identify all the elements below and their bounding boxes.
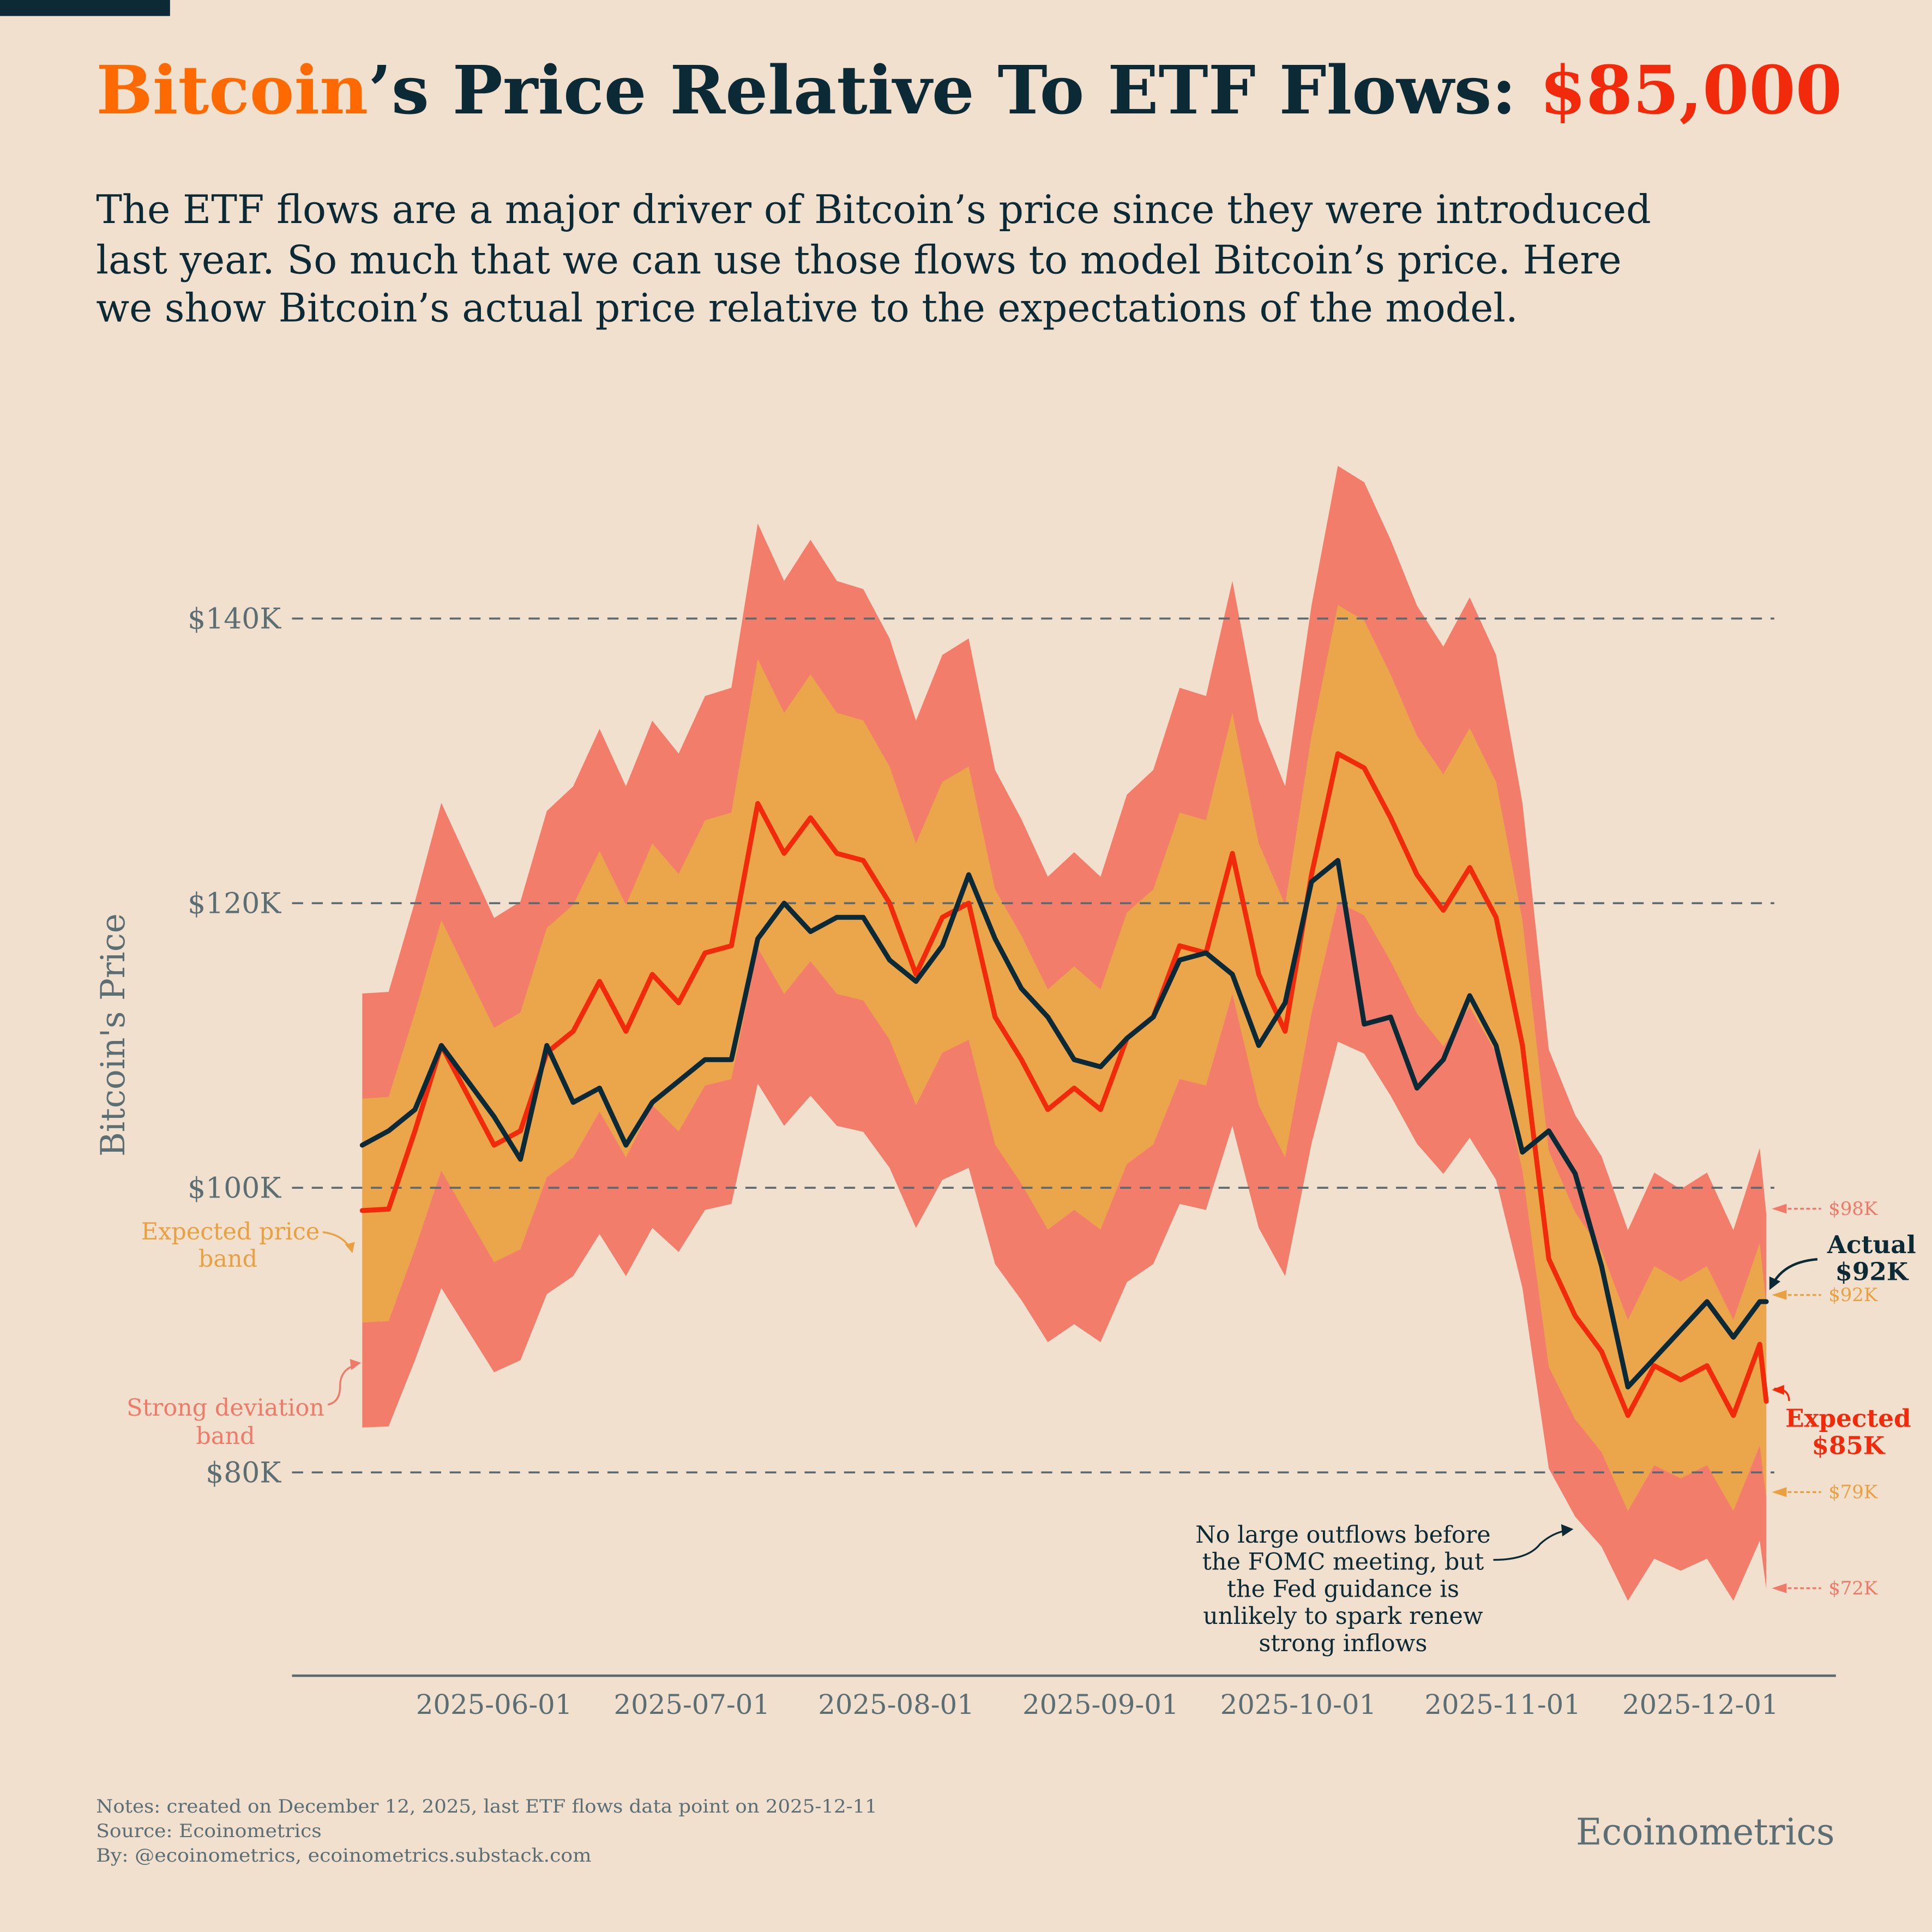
actual-label-line-2: $92K bbox=[1835, 1257, 1909, 1286]
actual-arrowhead-icon bbox=[1769, 1276, 1781, 1290]
strong-band-label-line-1: Strong deviation bbox=[127, 1394, 324, 1422]
y-tick-label: $120K bbox=[188, 887, 281, 920]
x-tick-label: 2025-12-01 bbox=[1622, 1689, 1779, 1720]
y-tick-label: $140K bbox=[188, 603, 281, 635]
expected-band-arrowhead-icon bbox=[345, 1242, 355, 1253]
expected-band-label-line-2: band bbox=[198, 1245, 257, 1273]
x-tick-label: 2025-07-01 bbox=[613, 1689, 770, 1720]
level-label: $98K bbox=[1828, 1198, 1878, 1219]
level-arrowhead-icon bbox=[1772, 1203, 1787, 1214]
x-tick-label: 2025-11-01 bbox=[1424, 1689, 1581, 1720]
strong-band-label: Strong deviation band bbox=[127, 1394, 324, 1450]
footer-notes: Notes: created on December 12, 2025, las… bbox=[96, 1796, 877, 1817]
subtitle-line-2: last year. So much that we can use those… bbox=[96, 238, 1621, 284]
expected-label: Expected $85K bbox=[1785, 1404, 1911, 1460]
strong-band-arrowhead-icon bbox=[350, 1359, 362, 1370]
actual-label-line-1: Actual bbox=[1827, 1230, 1916, 1259]
footer-source: Source: Ecoinometrics bbox=[96, 1820, 322, 1841]
subtitle-line-1: The ETF flows are a major driver of Bitc… bbox=[96, 187, 1651, 233]
x-tick-label: 2025-10-01 bbox=[1220, 1689, 1377, 1720]
footer: Notes: created on December 12, 2025, las… bbox=[96, 1796, 877, 1866]
expected-band-label: Expected price band bbox=[141, 1218, 320, 1273]
level-label: $79K bbox=[1828, 1482, 1878, 1503]
x-tick-label: 2025-08-01 bbox=[818, 1689, 974, 1720]
y-tick-label: $80K bbox=[206, 1456, 281, 1489]
x-tick-label: 2025-06-01 bbox=[416, 1689, 573, 1720]
right-level-labels: $98K $92K $79K $72K bbox=[1772, 1198, 1878, 1599]
note-arrowhead-icon bbox=[1561, 1524, 1574, 1537]
note-line-5: strong inflows bbox=[1259, 1630, 1427, 1657]
strong-band-label-line-2: band bbox=[196, 1423, 255, 1450]
level-arrowhead-icon bbox=[1772, 1487, 1787, 1497]
bands bbox=[362, 466, 1767, 1601]
title-middle: ’s Price Relative To ETF Flows: bbox=[368, 51, 1539, 129]
note-line-3: the Fed guidance is bbox=[1227, 1575, 1459, 1603]
expected-arrow-icon bbox=[1774, 1387, 1790, 1401]
note-line-4: unlikely to spark renew bbox=[1203, 1603, 1483, 1630]
brand-logo-text: Ecoinometrics bbox=[1576, 1810, 1835, 1853]
gridlines bbox=[292, 617, 1774, 1473]
title-bitcoin: Bitcoin bbox=[96, 51, 368, 129]
level-label: $72K bbox=[1828, 1578, 1878, 1599]
expected-band-label-line-1: Expected price bbox=[141, 1218, 320, 1245]
actual-price-line bbox=[359, 858, 1769, 1390]
expected-price-line bbox=[359, 751, 1769, 1418]
series-lines bbox=[359, 751, 1769, 1418]
x-tick-label: 2025-09-01 bbox=[1022, 1689, 1179, 1720]
note-line-2: the FOMC meeting, but bbox=[1202, 1549, 1484, 1576]
note-arrow-icon bbox=[1493, 1529, 1568, 1561]
y-tick-labels: $80K $100K $120K $140K bbox=[188, 603, 281, 1489]
level-arrowhead-icon bbox=[1772, 1290, 1787, 1300]
actual-label: Actual $92K bbox=[1827, 1230, 1916, 1286]
strong-band-arrow-icon bbox=[327, 1364, 356, 1406]
title-price: $85,000 bbox=[1539, 51, 1842, 129]
level-label: $92K bbox=[1828, 1284, 1878, 1305]
expected-label-line-1: Expected bbox=[1785, 1404, 1911, 1433]
fomc-note: No large outflows before the FOMC meetin… bbox=[1195, 1521, 1491, 1657]
chart-title: Bitcoin’s Price Relative To ETF Flows: $… bbox=[96, 51, 1842, 129]
footer-by: By: @ecoinometrics, ecoinometrics.substa… bbox=[96, 1845, 591, 1866]
expected-arrowhead-icon bbox=[1772, 1385, 1784, 1395]
x-tick-labels: 2025-06-01 2025-07-01 2025-08-01 2025-09-01… bbox=[416, 1689, 1779, 1720]
level-arrowhead-icon bbox=[1772, 1583, 1787, 1593]
y-axis-label: Bitcoin's Price bbox=[94, 913, 133, 1157]
subtitle-line-3: we show Bitcoin’s actual price relative … bbox=[96, 286, 1518, 332]
subtitle: The ETF flows are a major driver of Bitc… bbox=[96, 187, 1651, 332]
expected-price-band bbox=[362, 605, 1767, 1512]
top-accent-bar bbox=[0, 0, 170, 16]
actual-arrow-icon bbox=[1773, 1258, 1818, 1283]
note-line-1: No large outflows before bbox=[1195, 1521, 1491, 1549]
expected-label-line-2: $85K bbox=[1812, 1431, 1886, 1460]
y-tick-label: $100K bbox=[188, 1172, 281, 1205]
